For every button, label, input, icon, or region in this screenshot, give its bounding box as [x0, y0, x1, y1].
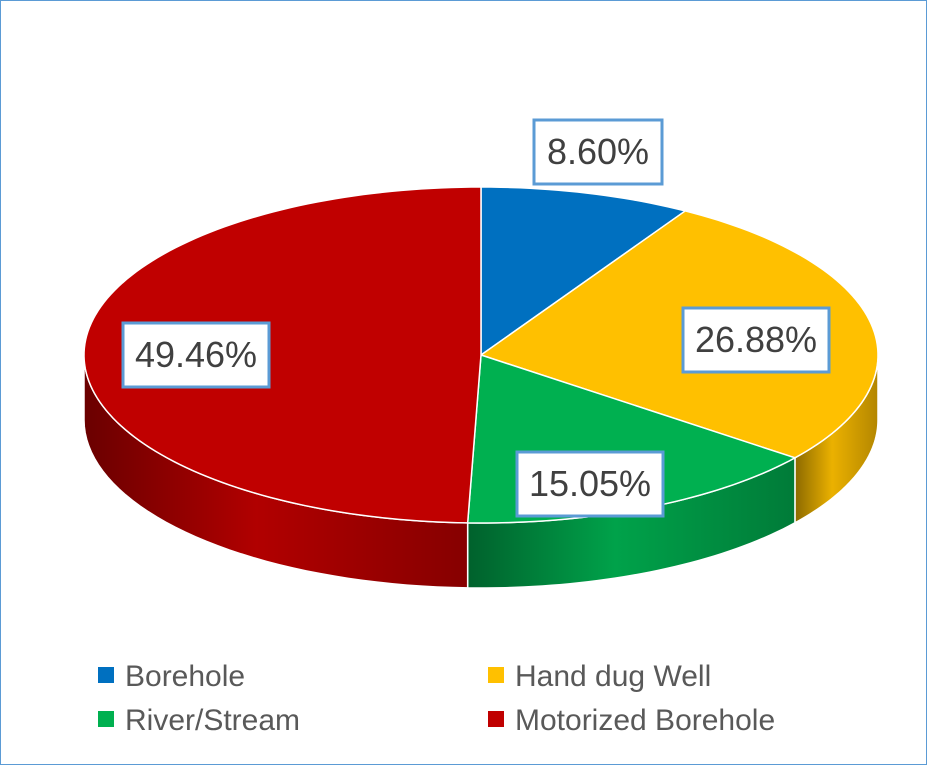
data-label-box — [681, 306, 831, 374]
data-label-box — [121, 321, 271, 389]
data-label: 8.60% — [532, 118, 664, 186]
legend-swatch — [488, 711, 504, 727]
data-label-box — [532, 118, 664, 186]
data-label-text: 8.60% — [547, 131, 649, 172]
legend-label: Borehole — [125, 660, 245, 693]
legend-label: River/Stream — [125, 704, 300, 737]
data-labels: 8.60% 26.88% 15.05% 49.46% — [121, 118, 831, 518]
legend-swatch — [98, 667, 114, 683]
legend-swatch — [98, 711, 114, 727]
legend: Borehole Hand dug Well River/Stream Motoriz… — [98, 660, 775, 737]
data-label-text: 49.46% — [135, 334, 257, 375]
data-label: 49.46% — [121, 321, 271, 389]
pie-slice-motorized-borehole[interactable] — [83, 186, 482, 524]
data-label: 15.05% — [515, 450, 665, 518]
pie-slice-hand-dug-well[interactable] — [479, 210, 879, 459]
legend-label: Motorized Borehole — [515, 704, 775, 737]
data-label-box — [515, 450, 665, 518]
pie-tops — [83, 186, 879, 524]
legend-item: Hand dug Well — [488, 660, 711, 693]
data-label: 26.88% — [681, 306, 831, 374]
legend-swatch — [488, 667, 504, 683]
legend-item: River/Stream — [98, 704, 300, 737]
pie-slice-borehole[interactable] — [480, 186, 688, 357]
legend-item: Motorized Borehole — [488, 704, 775, 737]
data-label-text: 26.88% — [695, 319, 817, 360]
legend-label: Hand dug Well — [515, 660, 711, 693]
legend-item: Borehole — [98, 660, 245, 693]
data-label-text: 15.05% — [529, 463, 651, 504]
